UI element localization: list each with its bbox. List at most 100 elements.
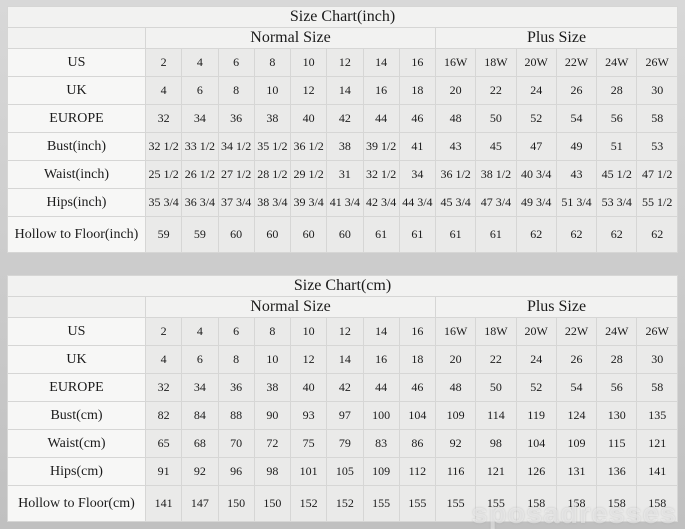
size-value-cell: 155 [398, 485, 437, 522]
size-value-cell: 100 [362, 401, 400, 430]
size-value-cell: 121 [475, 457, 517, 486]
size-value-cell: 14 [326, 76, 364, 105]
size-value-cell: 45 1/2 [596, 160, 638, 189]
size-value-cell: 56 [596, 373, 638, 402]
size-value-cell: 34 1/2 [217, 132, 255, 161]
column-group-header: Plus Size [435, 27, 678, 49]
column-group-header: Plus Size [435, 296, 678, 318]
size-value-cell: 83 [362, 429, 400, 458]
size-value-cell: 54 [555, 373, 598, 402]
row-label: Bust(cm) [7, 401, 146, 430]
size-value-cell: 20 [434, 76, 477, 105]
size-value-cell: 16 [398, 317, 437, 346]
chart-title: Size Chart(cm) [7, 275, 678, 297]
size-value-cell: 38 [253, 373, 292, 402]
size-value-cell: 32 [144, 373, 183, 402]
size-value-cell: 60 [253, 216, 292, 253]
size-value-cell: 45 3/4 [434, 188, 477, 217]
size-value-cell: 42 3/4 [362, 188, 400, 217]
corner-cell [7, 296, 146, 318]
table-row: EUROPE 32 34 36 38 40 42 44 46 48 50 52 54 56 58 [7, 373, 678, 402]
size-value-cell: 75 [289, 429, 328, 458]
table-row: US 2 4 6 8 10 12 14 16 16W 18W 20W 22W 24W 26W [7, 317, 678, 346]
table-row: UK 4 6 8 10 12 14 16 18 20 22 24 26 28 30 [7, 76, 678, 105]
size-value-cell: 131 [555, 457, 598, 486]
size-value-cell: 141 [636, 457, 678, 486]
size-value-cell: 109 [434, 401, 477, 430]
column-group-row: Normal Size Plus Size [7, 27, 678, 49]
size-value-cell: 147 [181, 485, 219, 522]
table-row: Bust(inch) 32 1/2 33 1/2 34 1/2 35 1/2 36 1/2… [7, 132, 678, 161]
size-value-cell: 47 1/2 [636, 160, 678, 189]
size-value-cell: 158 [636, 485, 678, 522]
size-value-cell: 32 1/2 [362, 160, 400, 189]
size-value-cell: 24 [515, 76, 557, 105]
size-value-cell: 59 [144, 216, 183, 253]
size-value-cell: 43 [555, 160, 598, 189]
size-value-cell: 36 [217, 104, 255, 133]
size-value-cell: 48 [434, 104, 477, 133]
size-value-cell: 58 [636, 373, 678, 402]
size-value-cell: 16 [362, 76, 400, 105]
table-row: Hips(cm) 91 92 96 98 101 105 109 112 116 121 126 131… [7, 457, 678, 486]
size-value-cell: 42 [326, 373, 364, 402]
size-value-cell: 158 [596, 485, 638, 522]
size-value-cell: 61 [398, 216, 437, 253]
size-value-cell: 4 [144, 345, 183, 374]
size-value-cell: 26 [555, 76, 598, 105]
table-row: Hollow to Floor(cm) 141 147 150 150 152 152 155… [7, 485, 678, 522]
size-value-cell: 28 [596, 76, 638, 105]
table-row: US 2 4 6 8 10 12 14 16 16W 18W 20W 22W 24W 26W [7, 48, 678, 77]
size-value-cell: 62 [515, 216, 557, 253]
size-value-cell: 72 [253, 429, 292, 458]
size-value-cell: 158 [515, 485, 557, 522]
row-label: Hips(inch) [7, 188, 146, 217]
row-label: US [7, 317, 146, 346]
size-value-cell: 84 [181, 401, 219, 430]
size-value-cell: 90 [253, 401, 292, 430]
size-value-cell: 49 3/4 [515, 188, 557, 217]
size-value-cell: 22W [555, 48, 598, 77]
size-value-cell: 61 [434, 216, 477, 253]
size-value-cell: 70 [217, 429, 255, 458]
row-label: EUROPE [7, 373, 146, 402]
size-value-cell: 158 [555, 485, 598, 522]
size-chart-cm-section: Size Chart(cm) Normal Size Plus Size US 2 4 6 8… [7, 275, 678, 522]
size-value-cell: 27 1/2 [217, 160, 255, 189]
size-value-cell: 56 [596, 104, 638, 133]
size-value-cell: 36 [217, 373, 255, 402]
row-label: UK [7, 76, 146, 105]
size-value-cell: 53 3/4 [596, 188, 638, 217]
size-value-cell: 44 [362, 104, 400, 133]
size-value-cell: 8 [253, 317, 292, 346]
size-value-cell: 38 [326, 132, 364, 161]
size-value-cell: 104 [515, 429, 557, 458]
size-value-cell: 46 [398, 104, 437, 133]
size-value-cell: 20 [434, 345, 477, 374]
row-label: Waist(inch) [7, 160, 146, 189]
size-value-cell: 43 [434, 132, 477, 161]
size-value-cell: 18W [475, 317, 517, 346]
size-value-cell: 36 3/4 [181, 188, 219, 217]
row-label: Hollow to Floor(cm) [7, 485, 146, 522]
size-value-cell: 10 [253, 76, 292, 105]
size-value-cell: 12 [289, 76, 328, 105]
chart-title-row: Size Chart(cm) [7, 275, 678, 297]
size-value-cell: 25 1/2 [144, 160, 183, 189]
size-value-cell: 36 1/2 [289, 132, 328, 161]
row-label: Bust(inch) [7, 132, 146, 161]
size-value-cell: 42 [326, 104, 364, 133]
size-value-cell: 4 [181, 317, 219, 346]
size-value-cell: 39 1/2 [362, 132, 400, 161]
size-value-cell: 155 [362, 485, 400, 522]
column-group-row: Normal Size Plus Size [7, 296, 678, 318]
size-value-cell: 62 [596, 216, 638, 253]
size-value-cell: 14 [326, 345, 364, 374]
size-value-cell: 40 [289, 373, 328, 402]
size-value-cell: 2 [144, 317, 183, 346]
chart-title-row: Size Chart(inch) [7, 6, 678, 28]
size-value-cell: 4 [144, 76, 183, 105]
size-value-cell: 50 [475, 104, 517, 133]
size-value-cell: 86 [398, 429, 437, 458]
